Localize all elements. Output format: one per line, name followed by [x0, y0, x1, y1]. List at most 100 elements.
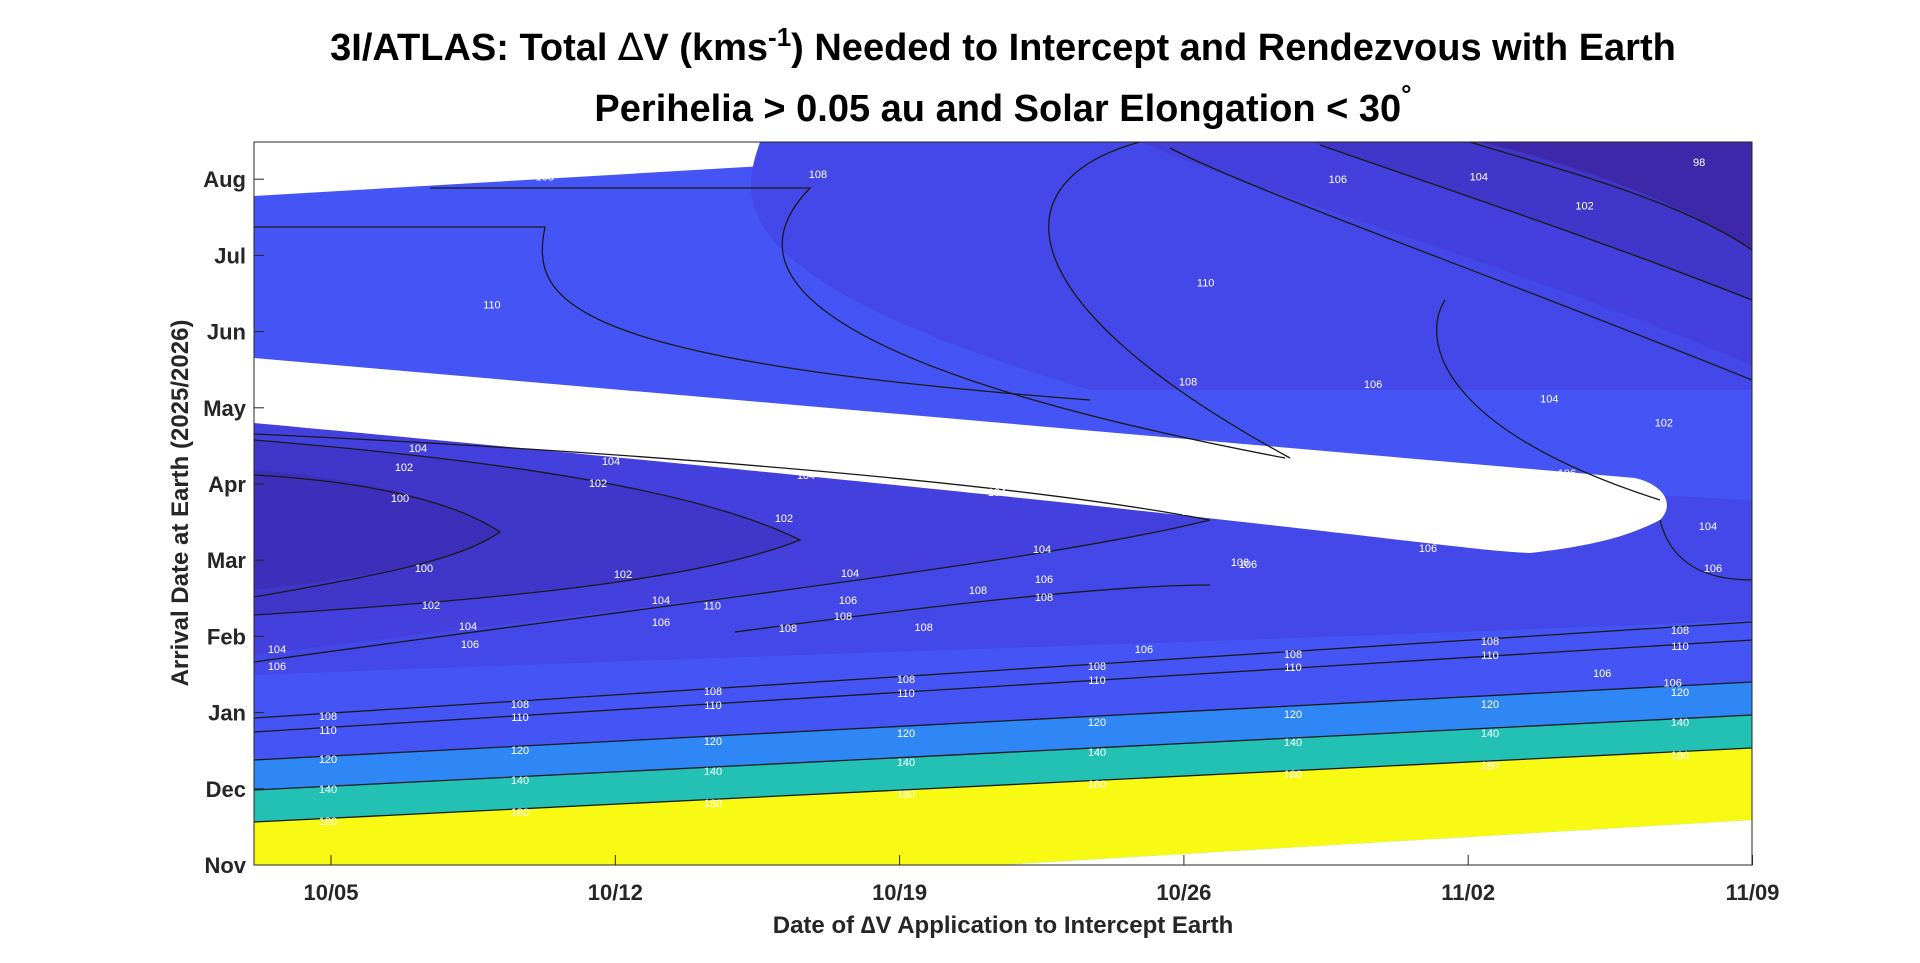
contour-label: 108	[1088, 661, 1106, 673]
title-line2-text: Perihelia > 0.05 au and Solar Elongation…	[594, 88, 1401, 130]
chart-title-line1: 3I/ATLAS: Total ∆V (kms-1) Needed to Int…	[330, 22, 1676, 69]
contour-label: 104	[1182, 506, 1200, 518]
title-v: V (kms	[643, 27, 768, 69]
contour-label: 104	[841, 568, 859, 580]
x-axis-label: Date of ∆V Application to Intercept Eart…	[773, 912, 1234, 939]
title-delta: ∆	[617, 25, 644, 69]
y-axis-label: Arrival Date at Earth (2025/2026)	[167, 320, 194, 687]
contour-label: 104	[602, 456, 620, 468]
contour-label: 110	[703, 601, 721, 613]
x-tick-label: 11/02	[1441, 880, 1495, 905]
contour-label: 110	[483, 299, 501, 311]
contour-label: 140	[1088, 747, 1106, 759]
contour-label: 102	[422, 600, 440, 612]
contour-label: 104	[652, 595, 670, 607]
contour-label: 106	[461, 639, 479, 651]
contour-label: 140	[319, 784, 337, 796]
y-tick-label: Mar	[207, 548, 247, 573]
contour-label: 180	[319, 816, 337, 828]
y-tick-label: May	[203, 396, 247, 421]
contour-label: 104	[1540, 393, 1558, 405]
band-180	[254, 748, 1752, 865]
title-sup: -1	[768, 22, 791, 52]
contour-label: 104	[1033, 544, 1051, 556]
contour-label: 106	[1593, 668, 1611, 680]
contour-label: 102	[1655, 417, 1673, 429]
contour-label: 110	[1284, 662, 1302, 674]
contour-label: 180	[1284, 769, 1302, 781]
contour-label: 108	[1671, 625, 1689, 637]
contour-label: 106	[1035, 574, 1053, 586]
contour-label: 104	[1470, 172, 1488, 184]
contour-label: 98	[1693, 157, 1705, 169]
y-tick-label: Jul	[214, 243, 246, 268]
contour-label: 106	[1239, 559, 1257, 571]
contour-label: 120	[1671, 687, 1689, 699]
contour-label: 106	[1329, 174, 1347, 186]
contour-label: 140	[511, 775, 529, 787]
contour-label: 110	[511, 712, 529, 724]
contour-label: 120	[704, 736, 722, 748]
contour-label: 104	[1699, 521, 1717, 533]
band-98-upper	[1480, 142, 1752, 250]
contour-label: 120	[1481, 699, 1499, 711]
contour-label: 100	[391, 493, 409, 505]
excluded-region-bottom	[1000, 820, 1752, 865]
contour-label: 108	[897, 674, 915, 686]
contour-label: 104	[409, 443, 427, 455]
y-axis-ticks: Nov Dec Jan Feb Mar Apr May Jun Jul Aug	[203, 167, 264, 878]
contour-label: 102	[614, 569, 632, 581]
y-tick-label: Dec	[206, 777, 246, 802]
contour-label: 106	[1135, 644, 1153, 656]
y-tick-label: Jan	[208, 701, 246, 726]
x-tick-label: 10/05	[303, 880, 358, 905]
title-prefix: 3I/ATLAS: Total	[330, 27, 618, 69]
contour-label: 120	[897, 728, 915, 740]
contour-label: 106	[1558, 468, 1576, 480]
contour-label: 110	[897, 688, 915, 700]
contour-label: 106	[839, 595, 857, 607]
contour-label: 110	[1481, 650, 1499, 662]
contour-label: 106	[1704, 563, 1722, 575]
contour-label: 106	[1231, 557, 1249, 569]
contour-label: 108	[809, 169, 827, 181]
contour-label: 120	[1088, 717, 1106, 729]
x-tick-label: 11/09	[1726, 880, 1780, 905]
y-tick-label: Aug	[203, 167, 246, 192]
y-tick-label: Jun	[207, 320, 246, 345]
contour-label: 108	[536, 172, 554, 184]
contour-label: 180	[1481, 760, 1499, 772]
x-axis-ticks: 10/05 10/12 10/19 10/26 11/02 11/09	[303, 855, 1779, 905]
x-tick-label: 10/26	[1156, 880, 1211, 905]
contour-label: 100	[415, 563, 433, 575]
contour-label: 104	[268, 644, 286, 656]
contour-label: 108	[1481, 636, 1499, 648]
title-line2-sup: °	[1401, 79, 1411, 109]
contour-label: 108	[779, 623, 797, 635]
y-tick-label: Apr	[208, 472, 246, 497]
contour-label: 106	[1419, 543, 1437, 555]
contour-label: 106	[652, 617, 670, 629]
contour-label: 120	[511, 745, 529, 757]
contour-label: 102	[775, 513, 793, 525]
contour-label: 108	[915, 622, 933, 634]
title-suffix: ) Needed to Intercept and Rendezvous wit…	[791, 27, 1676, 69]
contour-label: 106	[268, 661, 286, 673]
x-tick-label: 10/12	[588, 880, 643, 905]
excluded-region-band	[254, 358, 1667, 553]
y-tick-label: Feb	[207, 624, 246, 649]
chart-title-line2: Perihelia > 0.05 au and Solar Elongation…	[594, 79, 1411, 130]
contour-label: 106	[584, 438, 602, 450]
contour-label: 110	[319, 725, 337, 737]
contour-label: 110	[1088, 675, 1106, 687]
contour-label: 108	[319, 711, 337, 723]
contour-label: 180	[1088, 779, 1106, 791]
contour-label: 102	[1575, 200, 1593, 212]
contour-label: 102	[395, 462, 413, 474]
contour-label: 120	[1284, 709, 1302, 721]
contour-label: 108	[1035, 592, 1053, 604]
contour-label: 106	[1664, 678, 1682, 690]
y-tick-label: Nov	[204, 853, 246, 878]
